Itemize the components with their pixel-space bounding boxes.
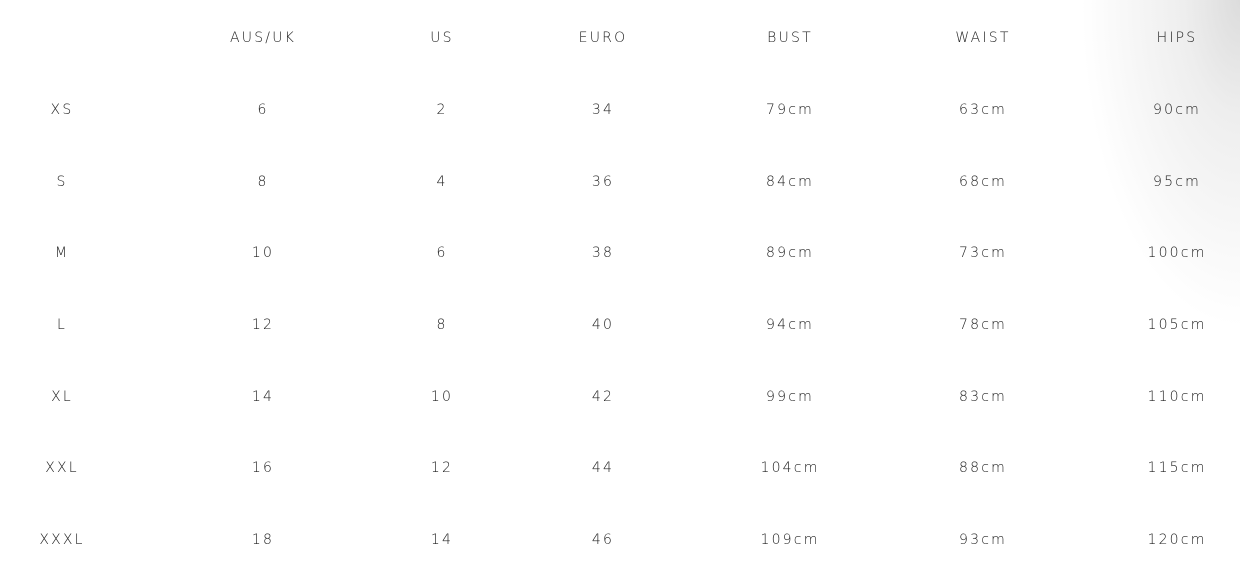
- cell-euro: 44: [591, 460, 615, 476]
- cell-euro: 40: [591, 317, 615, 333]
- cell-hips: 105cm: [1147, 317, 1207, 333]
- cell-bust: 89cm: [766, 245, 814, 261]
- cell-aus-uk: 6: [257, 102, 269, 118]
- cell-aus-uk: 16: [251, 460, 275, 476]
- cell-waist: 83cm: [959, 389, 1007, 405]
- cell-hips: 115cm: [1147, 460, 1207, 476]
- cell-us: 14: [430, 532, 454, 548]
- cell-bust: 84cm: [766, 174, 814, 190]
- cell-hips: 110cm: [1147, 389, 1207, 405]
- cell-hips: 95cm: [1153, 174, 1201, 190]
- cell-aus-uk: 18: [251, 532, 275, 548]
- cell-bust: 109cm: [760, 532, 820, 548]
- cell-aus-uk: 8: [257, 174, 269, 190]
- header-aus-uk: AUS/UK: [229, 30, 297, 46]
- cell-bust: 104cm: [760, 460, 820, 476]
- cell-waist: 93cm: [959, 532, 1007, 548]
- cell-waist: 78cm: [959, 317, 1007, 333]
- cell-size: S: [56, 174, 68, 190]
- cell-waist: 73cm: [959, 245, 1007, 261]
- cell-aus-uk: 10: [251, 245, 275, 261]
- cell-us: 6: [436, 245, 448, 261]
- cell-hips: 120cm: [1147, 532, 1207, 548]
- cell-hips: 100cm: [1147, 245, 1207, 261]
- cell-aus-uk: 12: [251, 317, 275, 333]
- cell-size: XL: [51, 389, 73, 405]
- cell-size: XS: [50, 102, 74, 118]
- cell-us: 4: [436, 174, 448, 190]
- cell-bust: 99cm: [766, 389, 814, 405]
- cell-euro: 34: [591, 102, 615, 118]
- cell-size: M: [54, 245, 70, 261]
- cell-euro: 36: [591, 174, 615, 190]
- header-hips: HIPS: [1156, 30, 1198, 46]
- cell-hips: 90cm: [1153, 102, 1201, 118]
- cell-us: 12: [430, 460, 454, 476]
- header-us: US: [430, 30, 454, 46]
- cell-euro: 46: [591, 532, 615, 548]
- header-bust: BUST: [767, 30, 813, 46]
- header-waist: WAIST: [955, 30, 1011, 46]
- corner-shadow: [1080, 0, 1240, 330]
- header-euro: EURO: [578, 30, 628, 46]
- cell-waist: 88cm: [959, 460, 1007, 476]
- cell-waist: 63cm: [959, 102, 1007, 118]
- cell-size: XXXL: [39, 532, 85, 548]
- cell-waist: 68cm: [959, 174, 1007, 190]
- cell-us: 10: [430, 389, 454, 405]
- cell-us: 8: [436, 317, 448, 333]
- cell-euro: 38: [591, 245, 615, 261]
- cell-size: XXL: [45, 460, 79, 476]
- cell-euro: 42: [591, 389, 615, 405]
- cell-bust: 79cm: [766, 102, 814, 118]
- cell-bust: 94cm: [766, 317, 814, 333]
- cell-size: L: [57, 317, 67, 333]
- cell-aus-uk: 14: [251, 389, 275, 405]
- cell-us: 2: [436, 102, 448, 118]
